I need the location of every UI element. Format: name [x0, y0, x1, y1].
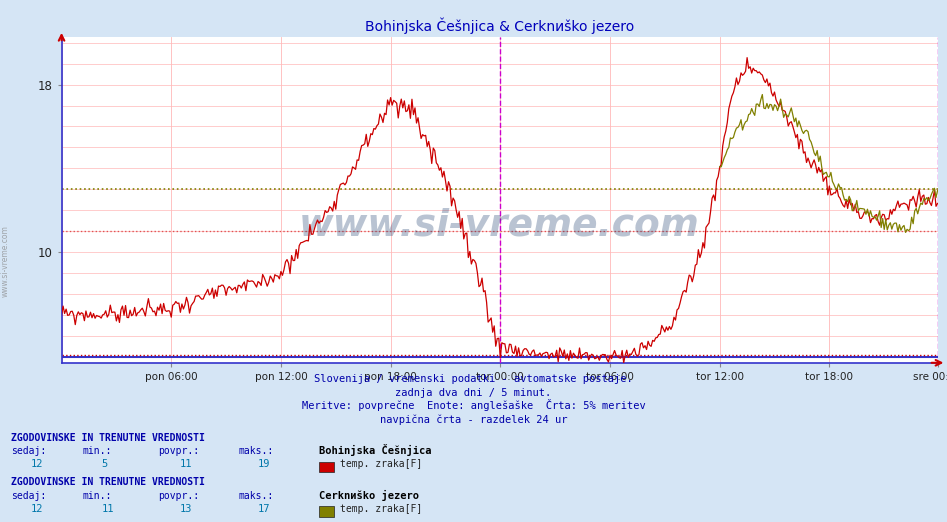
- Text: Meritve: povprečne  Enote: anglešaške  Črta: 5% meritev: Meritve: povprečne Enote: anglešaške Črt…: [302, 399, 645, 411]
- Text: temp. zraka[F]: temp. zraka[F]: [340, 459, 422, 469]
- Text: www.si-vreme.com: www.si-vreme.com: [0, 225, 9, 297]
- Text: povpr.:: povpr.:: [158, 491, 199, 501]
- Text: sedaj:: sedaj:: [11, 446, 46, 456]
- Text: ZGODOVINSKE IN TRENUTNE VREDNOSTI: ZGODOVINSKE IN TRENUTNE VREDNOSTI: [11, 478, 205, 488]
- Text: ZGODOVINSKE IN TRENUTNE VREDNOSTI: ZGODOVINSKE IN TRENUTNE VREDNOSTI: [11, 433, 205, 443]
- Text: maks.:: maks.:: [239, 446, 274, 456]
- Text: 19: 19: [258, 459, 270, 469]
- Text: 11: 11: [180, 459, 192, 469]
- Text: povpr.:: povpr.:: [158, 446, 199, 456]
- Text: navpična črta - razdelek 24 ur: navpična črta - razdelek 24 ur: [380, 414, 567, 425]
- Text: min.:: min.:: [82, 446, 112, 456]
- Text: temp. zraka[F]: temp. zraka[F]: [340, 504, 422, 514]
- Text: 17: 17: [258, 504, 270, 514]
- Text: 5: 5: [101, 459, 108, 469]
- Title: Bohinjska Češnjica & Cerknиško jezero: Bohinjska Češnjica & Cerknиško jezero: [365, 17, 634, 34]
- Text: Cerknиško jezero: Cerknиško jezero: [319, 490, 420, 501]
- Text: 11: 11: [101, 504, 114, 514]
- Text: maks.:: maks.:: [239, 491, 274, 501]
- Text: 12: 12: [30, 504, 43, 514]
- Text: Slovenija / vremenski podatki - avtomatske postaje.: Slovenija / vremenski podatki - avtomats…: [314, 374, 633, 384]
- Text: www.si-vreme.com: www.si-vreme.com: [299, 208, 700, 244]
- Text: zadnja dva dni / 5 minut.: zadnja dva dni / 5 minut.: [396, 388, 551, 398]
- Text: 12: 12: [30, 459, 43, 469]
- Text: 13: 13: [180, 504, 192, 514]
- Text: Bohinjska Češnjica: Bohinjska Češnjica: [319, 444, 432, 456]
- Text: min.:: min.:: [82, 491, 112, 501]
- Text: sedaj:: sedaj:: [11, 491, 46, 501]
